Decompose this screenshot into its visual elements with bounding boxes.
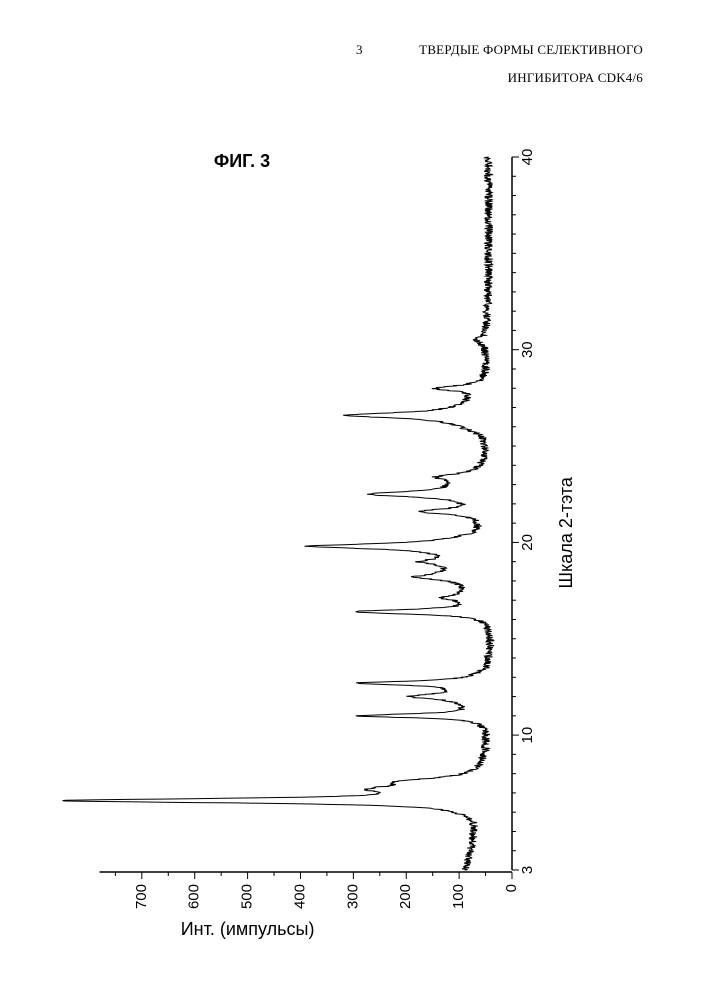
x-tick-label: 20 [519, 534, 536, 551]
diffraction-trace [62, 156, 495, 871]
y-tick-label: 700 [133, 884, 150, 909]
page-number: 3 [356, 42, 363, 57]
x-axis-ticks: 3 10 20 30 40 [512, 149, 536, 874]
x-tick-label: 10 [519, 727, 536, 744]
y-tick-label: 600 [186, 884, 203, 909]
y-axis-label: Инт. (импульсы) [181, 919, 315, 939]
chart-title: ФИГ. 3 [214, 151, 270, 171]
x-tick-label: 3 [519, 866, 536, 874]
y-tick-label: 100 [450, 884, 467, 909]
y-tick-label: 400 [291, 884, 308, 909]
x-axis-label: Шкала 2-тэта [556, 476, 576, 588]
x-tick-label: 30 [519, 341, 536, 358]
y-tick-label: 500 [239, 884, 256, 909]
y-axis-ticks: 0 100 200 300 400 500 600 700 [114, 872, 520, 909]
y-tick-label: 300 [344, 884, 361, 909]
x-tick-label: 40 [519, 149, 536, 166]
y-tick-label: 0 [503, 884, 520, 892]
header-title-line-2: ИНГИБИТОРА CDK4/6 [507, 70, 643, 85]
header-title-line-1: ТВЕРДЫЕ ФОРМЫ СЕЛЕКТИВНОГО [419, 42, 643, 57]
y-tick-label: 200 [397, 884, 414, 909]
